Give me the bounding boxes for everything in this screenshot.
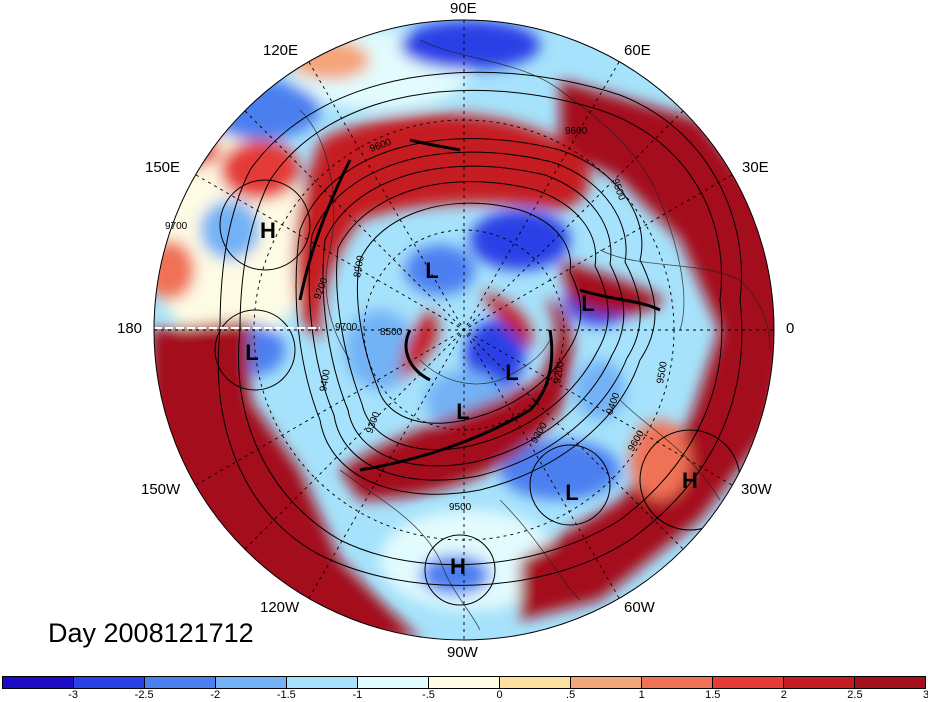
lon-label-120e: 120E [263, 42, 299, 59]
colorbar-tick-label: -2 [210, 689, 221, 701]
pressure-center-low: L [581, 291, 594, 316]
colorbar-tick-label: 1.5 [705, 689, 721, 701]
lon-label-0: 0 [786, 320, 795, 337]
contour-label: 9400 [318, 368, 333, 392]
colorbar-swatch [784, 677, 855, 688]
colorbar-tick-label: -3 [68, 689, 78, 701]
pressure-center-low: L [505, 360, 518, 385]
colorbar-swatch [429, 677, 500, 688]
colorbar-swatch [713, 677, 784, 688]
colorbar-swatch [571, 677, 642, 688]
colorbar-tick-label: 1 [638, 689, 645, 701]
anomaly-field [154, 20, 774, 640]
colorbar-tick-label: -.5 [422, 689, 435, 701]
colorbar-swatch [287, 677, 358, 688]
contour-label: 9600 [565, 126, 588, 137]
colorbar-tick-label: .5 [566, 689, 576, 701]
pressure-center-low: L [456, 399, 469, 424]
lon-label-150w: 150W [141, 481, 181, 498]
pressure-center-low: L [245, 340, 258, 365]
lon-label-90e: 90E [450, 0, 477, 17]
lon-label-150e: 150E [145, 159, 181, 176]
colorbar-tick-label: 3 [922, 689, 928, 701]
pressure-center-low: L [565, 480, 578, 505]
pressure-center-high: H [682, 468, 698, 493]
lon-label-60w: 60W [624, 599, 655, 616]
lon-label-30w: 30W [741, 481, 772, 498]
contour-label: 8500 [380, 327, 403, 338]
lon-label-60e: 60E [624, 42, 651, 59]
colorbar-swatch [3, 677, 74, 688]
date-label: Day 2008121712 [48, 618, 254, 648]
colorbar-tick-label: 0 [496, 689, 503, 701]
lon-label-90w: 90W [447, 644, 478, 661]
colorbar-swatch [500, 677, 571, 688]
colorbar-tick-label: -1.5 [276, 689, 296, 701]
contour-label: 9200 [552, 360, 567, 384]
colorbar-swatch [358, 677, 429, 688]
lon-label-30e: 30E [742, 159, 769, 176]
colorbar-swatch [216, 677, 287, 688]
colorbar-tick-label: 2.5 [847, 689, 863, 701]
contour-label: 9500 [655, 360, 670, 384]
colorbar-tick-label: 2 [780, 689, 787, 701]
lon-label-180: 180 [117, 320, 143, 337]
pressure-center-high: H [450, 554, 466, 579]
colorbar-tick-label: -1 [352, 689, 363, 701]
contour-label: 9700 [165, 221, 188, 232]
colorbar-swatch [74, 677, 145, 688]
contour-label: 9500 [449, 502, 472, 513]
colorbar-swatch [145, 677, 216, 688]
colorbar-swatch [642, 677, 713, 688]
colorbar [2, 676, 926, 689]
colorbar-swatch [855, 677, 925, 688]
colorbar-tick-label: -2.5 [134, 689, 154, 701]
pressure-center-low: L [425, 258, 438, 283]
lon-label-120w: 120W [260, 599, 300, 616]
contour-label: 9700 [335, 322, 358, 333]
pressure-center-high: H [260, 218, 276, 243]
contour-label: 8900 [352, 254, 367, 278]
